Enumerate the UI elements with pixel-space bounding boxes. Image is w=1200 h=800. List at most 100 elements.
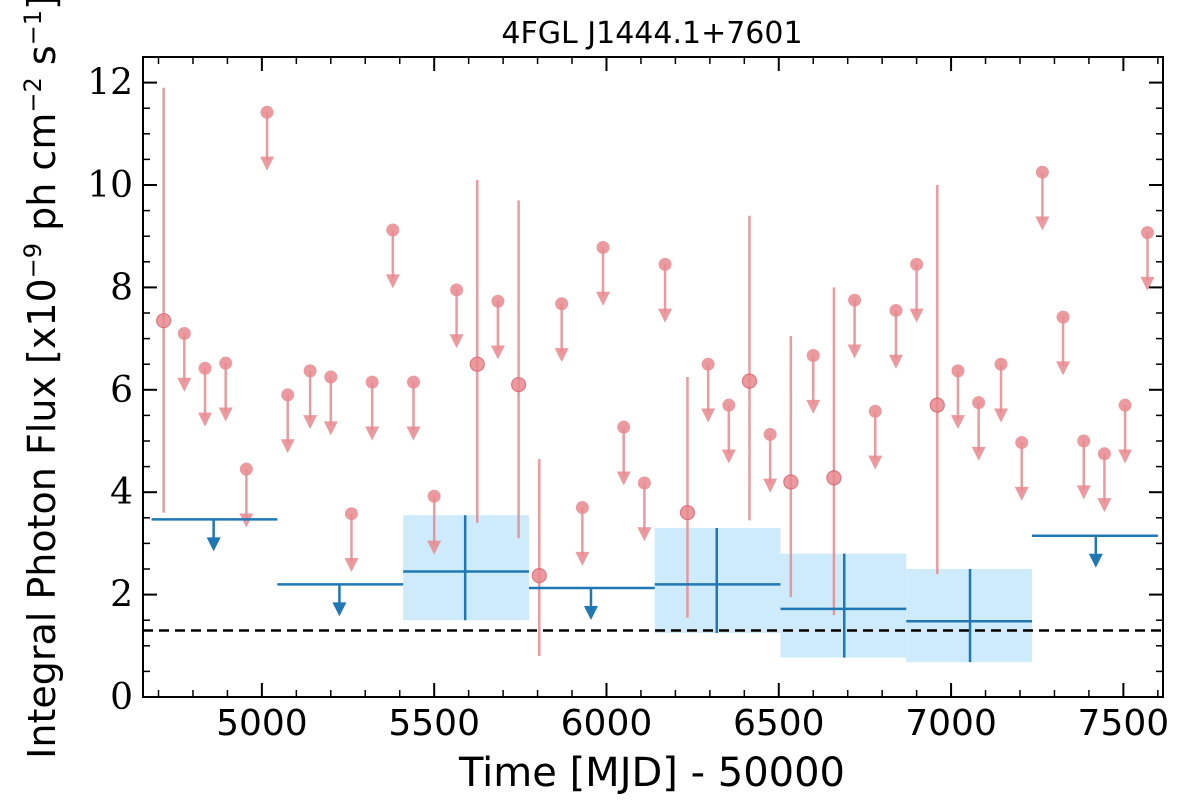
x-tick-label: 7500 (1078, 703, 1170, 744)
short-bin-ul-point (324, 370, 338, 384)
short-bin-ul-point (177, 326, 191, 340)
short-bin-ul-arrow (1014, 486, 1029, 501)
short-bin-ul-point (386, 223, 400, 237)
short-bin-ul-point (637, 476, 651, 490)
short-bin-ul-arrow (909, 308, 924, 323)
short-bin-ul-arrow (721, 449, 736, 464)
short-bin-ul-point (701, 357, 715, 371)
short-bin-point (929, 397, 945, 413)
y-tick-label: 8 (110, 267, 133, 308)
short-bin-ul-point (260, 105, 274, 119)
long-bin-series (151, 515, 1158, 663)
short-bin-ul-point (1015, 436, 1029, 450)
short-bin-ul-point (239, 462, 253, 476)
short-bin-ul-point (848, 293, 862, 307)
y-axis: 0 2 4 6 8 10 12 (87, 56, 1163, 718)
long-bin-ul-arrow (206, 537, 221, 552)
short-bin-ul-arrow (1118, 449, 1133, 464)
short-bin-ul-point (575, 501, 589, 515)
y-tick-label: 0 (110, 677, 133, 718)
short-bin-ul-arrow (260, 156, 275, 171)
short-bin-ul-arrow (1097, 498, 1112, 513)
short-bin-point (679, 505, 696, 521)
short-bin-ul-point (344, 507, 358, 521)
short-bin-ul-point (491, 294, 505, 308)
short-bin-ul-arrow (1076, 485, 1091, 500)
short-bin-point (826, 470, 842, 486)
long-bin-ul-arrow (332, 602, 347, 617)
short-bin-ul-point (1035, 165, 1049, 179)
short-bin-ul-arrow (427, 540, 442, 555)
long-bin-ul-arrow (1088, 553, 1103, 568)
short-bin-ul-arrow (554, 348, 569, 363)
short-bin-ul-arrow (280, 439, 295, 454)
short-bin-ul-arrow (658, 308, 673, 323)
x-axis-label: Time [MJD] - 50000 (458, 750, 845, 796)
chart-title: 4FGL J1444.1+7601 (501, 16, 802, 51)
short-bin-ul-arrow (971, 446, 986, 461)
short-bin-ul-arrow (763, 478, 778, 493)
short-bin-point (783, 474, 799, 490)
short-bin-ul-point (198, 361, 212, 375)
y-tick-label: 4 (110, 472, 133, 513)
short-bin-ul-arrow (868, 455, 883, 470)
y-tick-label: 10 (87, 165, 133, 206)
short-bin-point (156, 313, 172, 329)
short-bin-ul-arrow (637, 527, 652, 542)
x-tick-label: 7000 (905, 703, 997, 744)
short-bin-ul-arrow (950, 415, 965, 430)
short-bin-ul-arrow (385, 274, 400, 289)
short-bin-ul-arrow (449, 334, 464, 349)
short-bin-ul-arrow (616, 471, 631, 486)
short-bin-ul-arrow (490, 345, 505, 360)
short-bin-ul-point (1118, 398, 1132, 412)
short-bin-ul-arrow (406, 426, 421, 441)
short-bin-ul-arrow (344, 558, 359, 573)
short-bin-point (511, 377, 527, 393)
short-bin-ul-point (303, 364, 317, 378)
x-axis: 5000 5500 6000 6500 7000 7500 (157, 57, 1170, 744)
short-bin-ul-point (1056, 310, 1070, 324)
short-bin-ul-point (994, 357, 1008, 371)
short-bin-ul-point (407, 375, 421, 389)
short-bin-ul-point (910, 257, 924, 271)
short-bin-ul-point (596, 240, 610, 254)
short-bin-ul-point (658, 257, 672, 271)
short-bin-ul-arrow (575, 551, 590, 566)
short-bin-ul-point (763, 427, 777, 441)
short-bin-ul-point (972, 396, 986, 410)
short-bin-ul-point (889, 303, 903, 317)
short-bin-point (531, 568, 547, 584)
short-bin-ul-arrow (218, 407, 233, 422)
short-bin-ul-point (1077, 434, 1091, 448)
short-bin-ul-arrow (596, 291, 611, 306)
short-bin-ul-arrow (888, 354, 903, 369)
short-bin-ul-arrow (1035, 216, 1050, 231)
short-bin-ul-arrow (365, 426, 380, 441)
short-bin-ul-point (951, 364, 965, 378)
short-bin-ul-point (450, 283, 464, 297)
y-tick-label: 12 (87, 63, 133, 104)
short-bin-ul-arrow (198, 412, 213, 427)
y-tick-label: 2 (110, 575, 133, 616)
short-bin-series (156, 87, 1155, 657)
x-tick-label: 6000 (561, 703, 653, 744)
short-bin-ul-arrow (303, 415, 318, 430)
plot-frame (142, 56, 1164, 698)
short-bin-ul-arrow (177, 377, 192, 392)
short-bin-ul-arrow (994, 408, 1009, 423)
short-bin-ul-point (281, 388, 295, 402)
short-bin-ul-arrow (847, 344, 862, 359)
short-bin-ul-point (219, 356, 233, 370)
x-tick-label: 5000 (216, 703, 308, 744)
short-bin-ul-point (1097, 447, 1111, 461)
short-bin-ul-arrow (1140, 276, 1155, 291)
short-bin-ul-arrow (701, 408, 716, 423)
long-bin-ul-arrow (583, 605, 598, 620)
y-tick-label: 6 (110, 370, 133, 411)
short-bin-point (741, 373, 758, 389)
x-tick-label: 6500 (733, 703, 825, 744)
short-bin-ul-arrow (806, 399, 821, 414)
short-bin-ul-point (555, 297, 569, 311)
